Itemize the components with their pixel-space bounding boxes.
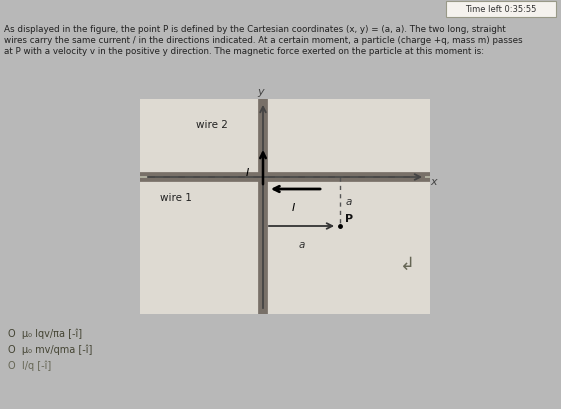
Text: wires carry the same current / in the directions indicated. At a certain moment,: wires carry the same current / in the di… xyxy=(4,36,523,45)
Text: O  I/q [-î]: O I/q [-î] xyxy=(8,360,51,370)
Text: wire 1: wire 1 xyxy=(160,193,192,202)
Text: a: a xyxy=(298,239,305,249)
Text: O  μ₀ mv/qma [-î]: O μ₀ mv/qma [-î] xyxy=(8,344,93,354)
Text: at P with a velocity v in the positive y direction. The magnetic force exerted o: at P with a velocity v in the positive y… xyxy=(4,47,484,56)
Text: ↲: ↲ xyxy=(400,255,415,273)
Text: P: P xyxy=(345,213,353,223)
Text: a: a xyxy=(346,197,352,207)
Bar xyxy=(446,2,556,18)
Text: I: I xyxy=(291,202,295,213)
Text: O  μ₀ Iqv/πa [-î]: O μ₀ Iqv/πa [-î] xyxy=(8,328,82,338)
Text: x: x xyxy=(430,177,436,187)
Text: As displayed in the figure, the point P is defined by the Cartesian coordinates : As displayed in the figure, the point P … xyxy=(4,25,506,34)
Text: wire 2: wire 2 xyxy=(196,120,228,130)
Text: Time left 0:35:55: Time left 0:35:55 xyxy=(465,5,537,14)
Bar xyxy=(140,100,430,314)
Text: I: I xyxy=(246,168,249,178)
Text: y: y xyxy=(257,87,264,97)
